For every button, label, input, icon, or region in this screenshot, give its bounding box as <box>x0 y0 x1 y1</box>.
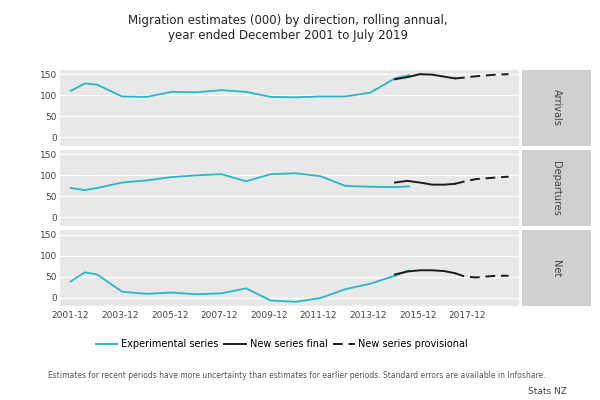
Text: Stats NZ: Stats NZ <box>528 387 567 396</box>
Text: Net: Net <box>551 260 562 277</box>
Text: Arrivals: Arrivals <box>551 89 562 126</box>
Text: Estimates for recent periods have more uncertainty than estimates for earlier pe: Estimates for recent periods have more u… <box>48 371 545 380</box>
Text: Migration estimates (000) by direction, rolling annual,
year ended December 2001: Migration estimates (000) by direction, … <box>128 14 448 42</box>
Text: Departures: Departures <box>551 160 562 216</box>
Legend: Experimental series, New series final, New series provisional: Experimental series, New series final, N… <box>92 335 472 353</box>
